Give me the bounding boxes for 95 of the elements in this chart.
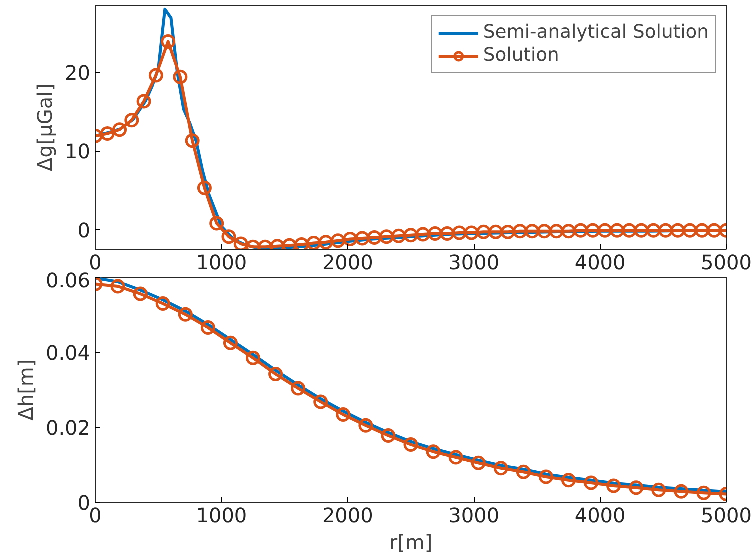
point xyxy=(185,134,200,148)
y-tick-label: 0.06 xyxy=(46,268,90,292)
point xyxy=(124,113,140,128)
point xyxy=(223,336,238,350)
x-tick-label: 1000 xyxy=(196,250,248,274)
x-tick-label: 5000 xyxy=(701,250,752,274)
point xyxy=(598,223,612,238)
point xyxy=(574,223,588,238)
point xyxy=(210,216,224,231)
x-tick-label: 5000 xyxy=(701,504,752,528)
point xyxy=(100,126,115,142)
legend-label: Solution xyxy=(483,45,560,66)
y-tick-label: 10 xyxy=(65,140,91,164)
point xyxy=(538,470,554,484)
x-axis-title: r[m] xyxy=(389,530,433,554)
point xyxy=(234,236,248,250)
point xyxy=(448,450,464,465)
point xyxy=(336,408,351,422)
x-tick-label: 2000 xyxy=(322,250,374,274)
point xyxy=(694,223,710,238)
point xyxy=(200,320,216,335)
y-tick-label: 20 xyxy=(65,60,91,85)
point xyxy=(148,68,164,83)
point xyxy=(670,223,686,238)
point xyxy=(112,122,128,138)
point xyxy=(452,226,467,240)
legend-label: Semi-analytical Solution xyxy=(483,22,709,43)
point xyxy=(381,428,396,443)
point xyxy=(358,418,374,433)
y-tick-label: 0.04 xyxy=(46,341,90,365)
point xyxy=(404,228,418,243)
point xyxy=(161,34,176,49)
x-tick-label: 1000 xyxy=(196,504,248,528)
point xyxy=(178,307,193,322)
point xyxy=(343,232,358,247)
point xyxy=(416,227,430,242)
point xyxy=(379,230,394,244)
point xyxy=(355,231,370,246)
point xyxy=(494,461,508,476)
point xyxy=(512,224,528,239)
point xyxy=(586,223,600,238)
point xyxy=(488,224,504,240)
point xyxy=(525,224,540,239)
y-axis-title: Δh[m] xyxy=(14,359,38,421)
point xyxy=(428,226,443,241)
point xyxy=(392,228,406,244)
point xyxy=(622,223,637,238)
point xyxy=(584,476,599,490)
point xyxy=(136,94,152,109)
point xyxy=(318,235,334,250)
point xyxy=(464,226,479,240)
point xyxy=(476,224,492,240)
point xyxy=(426,444,441,460)
point xyxy=(294,238,310,250)
point xyxy=(156,296,170,311)
x-tick-label: 2000 xyxy=(322,504,374,528)
point xyxy=(562,473,576,488)
point xyxy=(516,464,531,480)
point xyxy=(658,223,674,238)
x-tick-label: 4000 xyxy=(574,250,626,274)
point xyxy=(197,180,212,196)
y-axis-title: Δg[μGal] xyxy=(33,83,58,172)
point xyxy=(471,456,486,470)
point xyxy=(404,438,418,452)
point xyxy=(562,224,576,239)
x-tick-label: 3000 xyxy=(448,504,500,528)
point xyxy=(629,480,644,496)
point xyxy=(314,394,328,410)
point xyxy=(606,478,622,494)
point xyxy=(291,381,306,396)
point xyxy=(707,223,722,238)
point xyxy=(440,226,455,241)
point xyxy=(610,223,625,238)
point xyxy=(173,70,188,84)
point xyxy=(549,224,564,239)
x-tick-label: 4000 xyxy=(574,504,626,528)
point xyxy=(268,367,284,382)
point xyxy=(330,234,346,248)
y-tick-label: 0.02 xyxy=(46,416,90,440)
x-tick-label: 3000 xyxy=(448,250,500,274)
point xyxy=(696,486,712,500)
point xyxy=(537,224,552,239)
point xyxy=(682,223,698,238)
point xyxy=(110,279,126,294)
point xyxy=(674,484,689,499)
point xyxy=(500,224,516,240)
point xyxy=(367,230,382,245)
point xyxy=(306,236,322,250)
y-tick-label: 0 xyxy=(78,218,91,242)
point xyxy=(222,230,236,244)
point xyxy=(634,223,649,238)
point xyxy=(133,286,148,302)
point xyxy=(646,223,661,238)
point xyxy=(652,482,666,498)
point xyxy=(246,350,260,366)
